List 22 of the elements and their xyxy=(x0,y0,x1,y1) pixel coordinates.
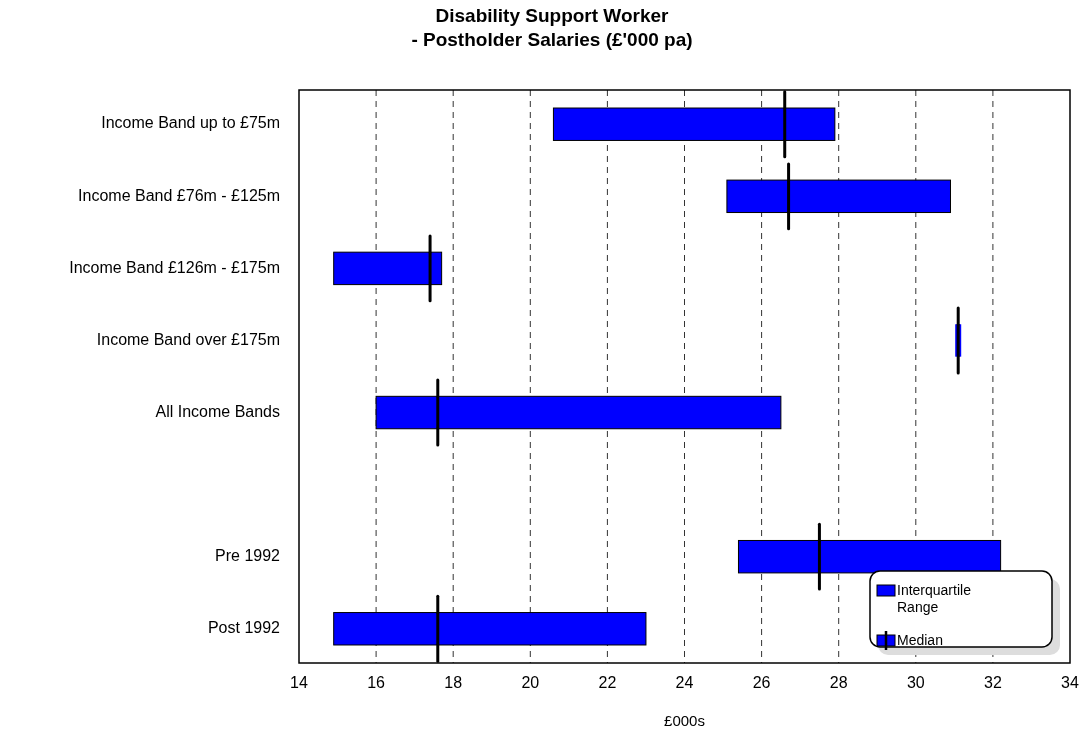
y-tick-label: Post 1992 xyxy=(207,618,281,636)
x-axis-title: £000s xyxy=(664,712,705,729)
x-tick-label: 14 xyxy=(290,674,308,691)
x-tick-label: 20 xyxy=(521,674,540,691)
y-tick-label: Pre 1992 xyxy=(215,546,281,564)
x-tick-label: 34 xyxy=(1061,674,1079,691)
y-tick-label: Income Band up to £75m xyxy=(101,114,280,132)
x-tick-label: 16 xyxy=(367,674,386,691)
x-tick-label: 18 xyxy=(444,674,463,691)
x-tick-label: 22 xyxy=(598,674,617,691)
y-tick-label: Income Band £76m - £125m xyxy=(78,186,280,204)
x-tick-label: 26 xyxy=(752,674,771,691)
y-tick-label: Income Band £126m - £175m xyxy=(69,258,280,276)
x-tick-label: 32 xyxy=(984,674,1002,691)
x-tick-label: 24 xyxy=(675,674,694,691)
y-tick-label: All Income Bands xyxy=(155,402,280,420)
x-tick-label: 28 xyxy=(829,674,848,691)
y-tick-label: Income Band over £175m xyxy=(96,330,280,348)
legend-label: Interquartile Range xyxy=(897,582,972,615)
chart-title: Disability Support Worker - Postholder Salaries (£'000 pa) xyxy=(411,5,693,50)
x-tick-label: 30 xyxy=(906,674,925,691)
annotation: Median xyxy=(897,632,943,648)
